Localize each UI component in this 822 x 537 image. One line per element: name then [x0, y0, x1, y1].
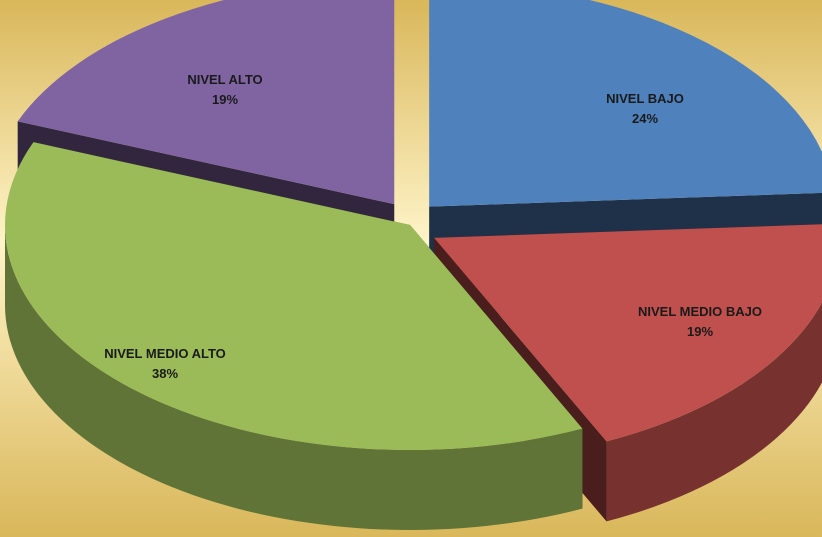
- slice-nivel-medio-bajo: [434, 224, 822, 442]
- slice-label-nivel-medio-alto: NIVEL MEDIO ALTO: [104, 346, 226, 361]
- slice-wall-nivel-medio-bajo-0: [606, 302, 822, 522]
- slice-tops: [5, 0, 822, 451]
- slice-nivel-alto: [17, 0, 395, 205]
- slice-wall-nivel-medio-alto-0: [5, 225, 583, 530]
- slice-value-nivel-medio-bajo: 19%: [687, 324, 713, 339]
- slice-value-nivel-bajo: 24%: [632, 111, 658, 126]
- slice-nivel-medio-alto: [5, 142, 583, 451]
- slice-value-nivel-alto: 19%: [212, 92, 238, 107]
- slice-label-nivel-medio-bajo: NIVEL MEDIO BAJO: [638, 304, 762, 319]
- slice-label-nivel-alto: NIVEL ALTO: [187, 72, 262, 87]
- slice-nivel-bajo: [429, 0, 822, 207]
- slice-label-nivel-bajo: NIVEL BAJO: [606, 91, 684, 106]
- slice-value-nivel-medio-alto: 38%: [152, 366, 178, 381]
- slice-labels: NIVEL BAJO 24% NIVEL MEDIO BAJO 19% NIVEL ME…: [104, 72, 762, 381]
